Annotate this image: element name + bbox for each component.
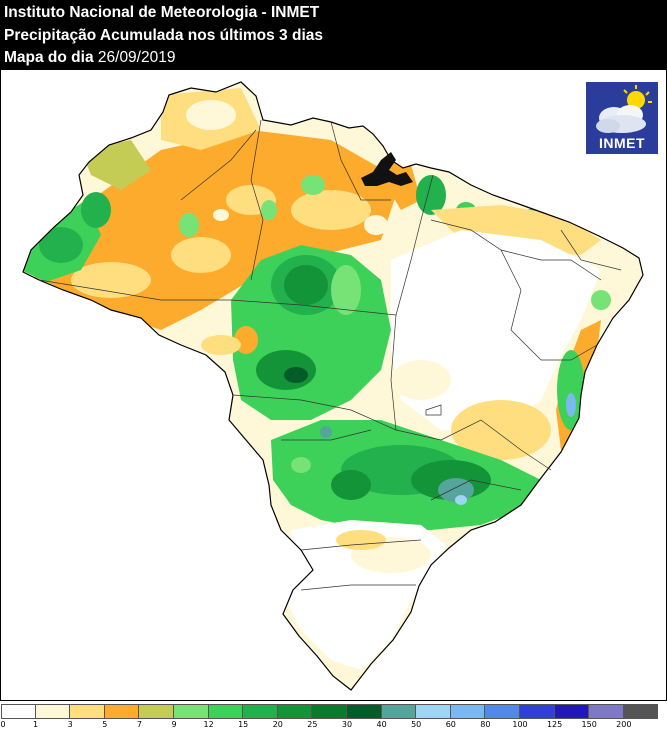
legend-tick-label: 20	[272, 720, 283, 729]
legend-color-bar	[1, 704, 659, 719]
logo-label: INMET	[598, 135, 646, 151]
institute-title: Instituto Nacional de Meteorologia - INM…	[4, 4, 320, 21]
date-value: 26/09/2019	[97, 49, 176, 66]
date-prefix: Mapa do dia	[4, 49, 94, 66]
legend-swatch	[554, 704, 590, 719]
legend-tick-label: 7	[136, 720, 142, 729]
legend-swatch	[623, 704, 659, 719]
legend-swatch	[208, 704, 244, 719]
color-legend: 0 1 3 5 7 9 12 15 20 25 30 40 50 60 80 100 125 150 200	[0, 700, 667, 731]
legend-tick-label: 0	[0, 720, 6, 729]
precipitation-field	[23, 82, 643, 690]
legend-swatch	[1, 704, 36, 719]
legend-swatch	[485, 704, 520, 719]
legend-swatch	[589, 704, 624, 719]
legend-swatch	[416, 704, 451, 719]
legend-tick-label: 12	[203, 720, 214, 729]
legend-tick-label: 30	[341, 720, 353, 729]
sun-cloud-icon	[586, 82, 658, 154]
legend-tick-label: 100	[512, 720, 528, 729]
legend-swatch	[381, 704, 417, 719]
legend-swatch	[70, 704, 105, 719]
legend-tick-label: 125	[546, 720, 563, 729]
legend-swatch	[277, 704, 313, 719]
legend-tick-label: 60	[445, 720, 456, 729]
legend-swatch	[139, 704, 174, 719]
legend-swatch	[346, 704, 382, 719]
legend-tick-labels: 0 1 3 5 7 9 12 15 20 25 30 40 50 60 80 100 125 150 200	[0, 720, 667, 730]
legend-tick-label: 9	[171, 720, 177, 729]
legend-swatch	[173, 704, 209, 719]
legend-swatch	[35, 704, 71, 719]
legend-tick-label: 15	[238, 720, 249, 729]
legend-tick-label: 1	[33, 720, 39, 729]
legend-tick-label: 200	[616, 720, 632, 729]
legend-tick-label: 5	[102, 720, 108, 729]
legend-tick-label: 50	[411, 720, 422, 729]
legend-swatch	[450, 704, 486, 719]
legend-swatch	[104, 704, 140, 719]
inmet-logo: INMET	[586, 82, 658, 154]
legend-swatch	[519, 704, 555, 719]
legend-swatch	[243, 704, 278, 719]
legend-tick-label: 80	[480, 720, 491, 729]
brazil-map-svg	[22, 81, 644, 691]
product-title: Precipitação Acumulada nos últimos 3 dia…	[4, 27, 323, 44]
legend-tick-label: 40	[376, 720, 387, 729]
map-header: Instituto Nacional de Meteorologia - INM…	[0, 0, 667, 70]
legend-tick-label: 3	[67, 720, 73, 729]
legend-swatch	[312, 704, 347, 719]
legend-tick-label: 25	[307, 720, 318, 729]
map-date-line: Mapa do dia 26/09/2019	[4, 48, 175, 67]
precipitation-map	[0, 70, 667, 700]
state-borders	[38, 119, 622, 591]
amazon-delta	[361, 152, 413, 186]
legend-tick-label: 150	[581, 720, 597, 729]
